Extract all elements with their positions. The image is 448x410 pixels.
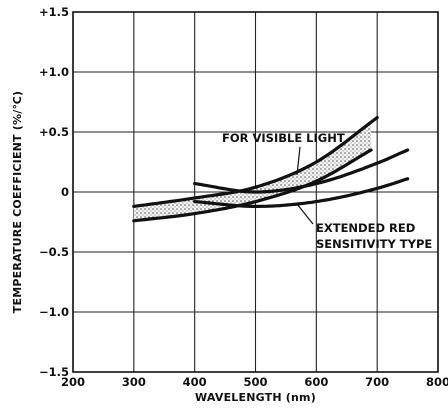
x-tick-label: 500 [243,375,267,389]
plot-frame [72,11,439,373]
y-axis-label: TEMPERATURE COEFFICIENT (%/℃) [11,91,24,313]
annotation-line: SENSITIVITY TYPE [316,237,432,251]
series-line-extended_upper [193,148,410,194]
y-tick-label: +1.5 [39,5,69,19]
x-tick-label: 300 [122,375,146,389]
x-axis-label: WAVELENGTH (nm) [195,391,316,404]
y-tick-label: −1.0 [39,305,69,319]
series-line-visible_lower [132,148,373,223]
annotation-visible-light: FOR VISIBLE LIGHT [222,131,345,145]
x-tick-label: 800 [426,375,448,389]
y-tick-label: +0.5 [39,125,69,139]
annotation-extended-red: EXTENDED RED SENSITIVITY TYPE [316,221,432,251]
y-tick-label: +1.0 [39,65,69,79]
series-line-extended_lower [193,177,410,208]
annotation-line: FOR VISIBLE LIGHT [222,131,345,145]
y-tick-label: −1.5 [39,365,69,379]
annotation-leader-extended [296,203,314,225]
annotation-leader-visible [296,146,301,176]
annotation-line: EXTENDED RED [316,221,415,235]
x-tick-label: 600 [304,375,328,389]
x-tick-label: 200 [61,375,85,389]
y-tick-label: −0.5 [39,245,69,259]
tick-labels: 200 300 400 500 600 700 800 +1.5 +1.0 +0.5 0 −0.5 −1… [39,5,448,389]
x-tick-label: 700 [365,375,389,389]
series-line-visible_upper [132,116,379,208]
y-tick-label: 0 [61,185,69,199]
series-layer [132,116,410,223]
x-tick-label: 400 [183,375,207,389]
